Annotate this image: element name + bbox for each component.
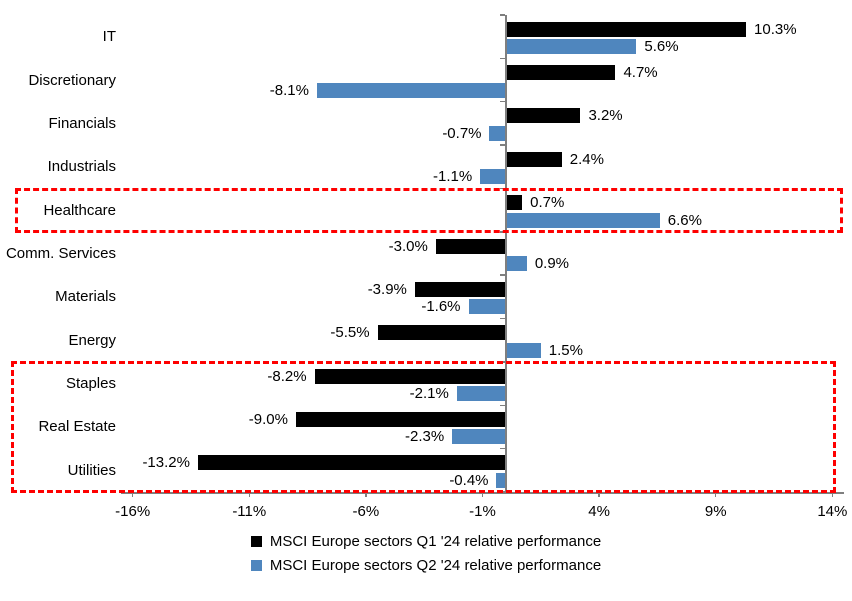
y-axis-line — [504, 15, 507, 492]
x-axis-tick — [248, 492, 251, 497]
legend: MSCI Europe sectors Q1 '24 relative perf… — [0, 533, 852, 574]
highlight-box — [15, 187, 843, 233]
q2-bar — [505, 212, 660, 228]
category-label: Industrials — [47, 158, 116, 176]
q2-bar — [480, 169, 506, 185]
x-axis-tick-label: -16% — [115, 503, 151, 520]
y-axis-tick — [499, 361, 506, 363]
x-axis-tick — [831, 492, 834, 497]
q2-bar — [496, 472, 506, 488]
q2-value-label: 1.5% — [548, 341, 583, 359]
q2-value-label: -2.1% — [409, 385, 449, 403]
y-axis-tick — [499, 100, 506, 103]
q1-bar — [314, 368, 506, 384]
q1-value-label: -3.0% — [388, 237, 428, 255]
x-axis-tick-label: 9% — [704, 503, 727, 520]
q2-bar — [468, 299, 506, 315]
y-axis-tick — [499, 57, 506, 60]
q1-value-label: -9.0% — [248, 410, 288, 428]
y-axis-tick — [499, 274, 506, 276]
q1-value-label: -8.2% — [267, 367, 307, 385]
x-axis-tick-label: -1% — [469, 503, 496, 520]
q2-value-label: -0.4% — [449, 471, 489, 489]
q2-bar — [505, 256, 527, 272]
x-axis-tick-label: 4% — [588, 503, 610, 520]
q1-value-label: -3.9% — [367, 280, 407, 298]
y-axis-tick — [499, 14, 506, 16]
q1-value-label: -5.5% — [330, 324, 370, 342]
q2-value-label: -1.6% — [421, 298, 461, 316]
q2-bar — [489, 125, 506, 141]
q2-bar — [316, 82, 506, 98]
legend-swatch-q2-icon — [250, 560, 262, 571]
q2-bar — [456, 386, 506, 402]
q1-value-label: 4.7% — [623, 64, 658, 82]
legend-label-q1: MSCI Europe sectors Q1 '24 relative perf… — [269, 533, 602, 550]
category-label: Real Estate — [38, 418, 116, 436]
q1-value-label: 0.7% — [530, 194, 565, 212]
q1-bar — [295, 411, 506, 427]
q2-bar — [505, 342, 541, 358]
q1-bar — [197, 455, 506, 471]
category-label: Comm. Services — [5, 244, 116, 262]
q2-bar — [452, 429, 506, 445]
q2-value-label: 5.6% — [644, 38, 679, 56]
q1-value-label: 2.4% — [569, 150, 604, 168]
category-label: IT — [102, 28, 116, 46]
q1-value-label: 10.3% — [754, 20, 797, 38]
category-label: Staples — [65, 375, 116, 393]
legend-item-q2: MSCI Europe sectors Q2 '24 relative perf… — [250, 557, 602, 574]
q2-value-label: -2.3% — [405, 428, 445, 446]
x-axis-tick — [365, 492, 367, 497]
x-axis-tick — [598, 492, 600, 497]
q1-bar — [505, 21, 747, 37]
x-axis-tick — [714, 492, 717, 497]
y-axis-tick — [499, 404, 506, 407]
q1-bar — [414, 281, 506, 297]
y-axis-tick — [499, 317, 506, 320]
q2-value-label: -8.1% — [269, 81, 309, 99]
q2-value-label: 6.6% — [667, 211, 702, 229]
q1-value-label: 3.2% — [588, 107, 623, 125]
q2-value-label: 0.9% — [534, 255, 570, 273]
q2-bar — [505, 39, 637, 55]
y-axis-tick — [499, 447, 506, 450]
q2-value-label: -1.1% — [432, 168, 473, 186]
q1-bar — [505, 108, 581, 124]
q1-bar — [505, 65, 616, 81]
legend-item-q1: MSCI Europe sectors Q1 '24 relative perf… — [250, 533, 602, 550]
x-axis-tick — [481, 492, 484, 497]
legend-swatch-q1-icon — [250, 536, 262, 547]
y-axis-tick — [499, 231, 506, 233]
category-label: Energy — [68, 331, 116, 349]
x-axis-tick — [131, 492, 134, 497]
category-label: Discretionary — [28, 71, 116, 89]
legend-label-q2: MSCI Europe sectors Q2 '24 relative perf… — [269, 557, 602, 574]
category-label: Financials — [48, 114, 116, 132]
q2-value-label: -0.7% — [442, 124, 482, 142]
category-label: Materials — [55, 288, 116, 306]
q1-bar — [377, 325, 506, 341]
q1-bar — [505, 151, 562, 167]
category-label: Utilities — [67, 461, 116, 479]
q1-value-label: -13.2% — [142, 454, 190, 472]
y-axis-tick — [499, 187, 506, 190]
x-axis-tick-label: -6% — [352, 503, 380, 520]
x-axis-tick-label: -11% — [232, 503, 267, 520]
x-axis-tick-label: 14% — [817, 503, 848, 520]
y-axis-tick — [499, 491, 506, 493]
q1-bar — [435, 238, 506, 254]
q1-bar — [505, 195, 523, 211]
y-axis-tick — [499, 144, 506, 146]
category-label: Healthcare — [43, 201, 116, 219]
